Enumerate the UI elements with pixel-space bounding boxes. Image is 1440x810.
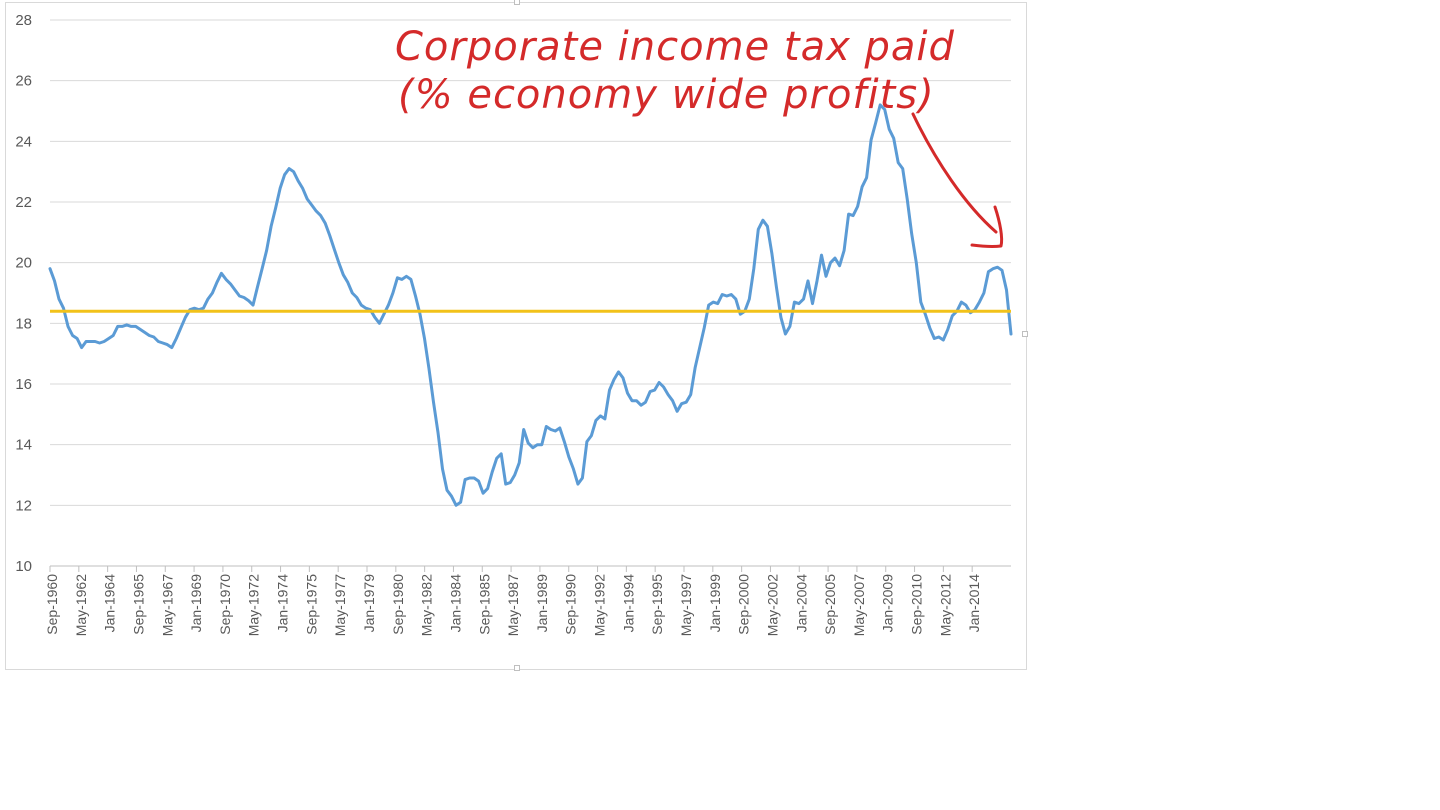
x-tick-label-3: Sep-1965 [130,574,146,635]
x-tick-label-6: Sep-1970 [217,574,233,635]
x-tick-label-18: Sep-1990 [563,574,579,635]
chart-frame[interactable] [5,0,1028,671]
y-tick-label-14: 14 [15,437,32,454]
annotation: Corporate income tax paid (% economy wid… [395,24,1004,248]
x-tick-label-2: Jan-1964 [102,574,118,633]
x-tick-label-23: Jan-1999 [707,574,723,633]
x-tick-label-29: Jan-2009 [880,574,896,633]
y-tick-label-12: 12 [15,497,32,514]
x-tick-label-28: May-2007 [851,574,867,636]
x-tick-label-15: Sep-1985 [476,574,492,635]
annotation-line-1: Corporate income tax paid [395,24,955,70]
y-tick-label-10: 10 [15,558,32,575]
y-tick-label-16: 16 [15,376,32,393]
x-tick-label-30: Sep-2010 [909,574,925,635]
resize-handle-bottom[interactable] [514,665,520,671]
x-tick-label-11: Jan-1979 [361,574,377,633]
x-tick-label-0: Sep-1960 [44,574,60,635]
x-tick-label-12: Sep-1980 [390,574,406,635]
y-tick-label-20: 20 [15,255,32,272]
resize-handle-top[interactable] [514,0,520,5]
x-tick-label-1: May-1962 [73,574,89,636]
y-tick-label-26: 26 [15,73,32,90]
x-axis: Sep-1960 May-1962 Jan-1964 Sep-1965 May-1967… [44,566,982,636]
x-tick-label-20: Jan-1994 [620,574,636,633]
series-line-tax-share [48,103,1013,507]
annotation-arrow [911,112,998,234]
x-tick-label-9: Sep-1975 [303,574,319,635]
x-tick-label-4: May-1967 [159,574,175,636]
x-tick-label-16: May-1987 [505,574,521,636]
x-tick-label-13: May-1982 [419,574,435,636]
series-group [48,103,1013,507]
x-tick-label-5: Jan-1969 [188,574,204,633]
x-tick-label-17: Jan-1989 [534,574,550,633]
x-tick-label-21: Sep-1995 [649,574,665,635]
x-tick-label-27: Sep-2005 [822,574,838,635]
annotation-line-2: (% economy wide profits) [398,72,935,118]
x-tick-label-26: Jan-2004 [793,574,809,633]
x-tick-label-8: Jan-1974 [275,574,291,633]
x-tick-label-14: Jan-1984 [447,574,463,633]
y-tick-label-28: 28 [15,12,32,29]
x-tick-label-22: May-1997 [678,574,694,636]
x-tick-label-19: May-1992 [592,574,608,636]
resize-handle-right[interactable] [1022,331,1028,337]
x-tick-label-7: May-1972 [246,574,262,636]
y-axis-ticks: 10 12 14 16 18 20 22 24 26 28 [15,12,32,575]
y-tick-label-18: 18 [15,315,32,332]
annotation-arrowhead [970,205,1004,248]
x-tick-label-25: May-2002 [764,574,780,636]
x-tick-label-32: Jan-2014 [966,574,982,633]
x-tick-label-10: May-1977 [332,574,348,636]
x-tick-label-24: Sep-2000 [736,574,752,635]
x-tick-label-31: May-2012 [937,574,953,636]
y-tick-label-22: 22 [15,194,32,211]
y-tick-label-24: 24 [15,133,32,150]
